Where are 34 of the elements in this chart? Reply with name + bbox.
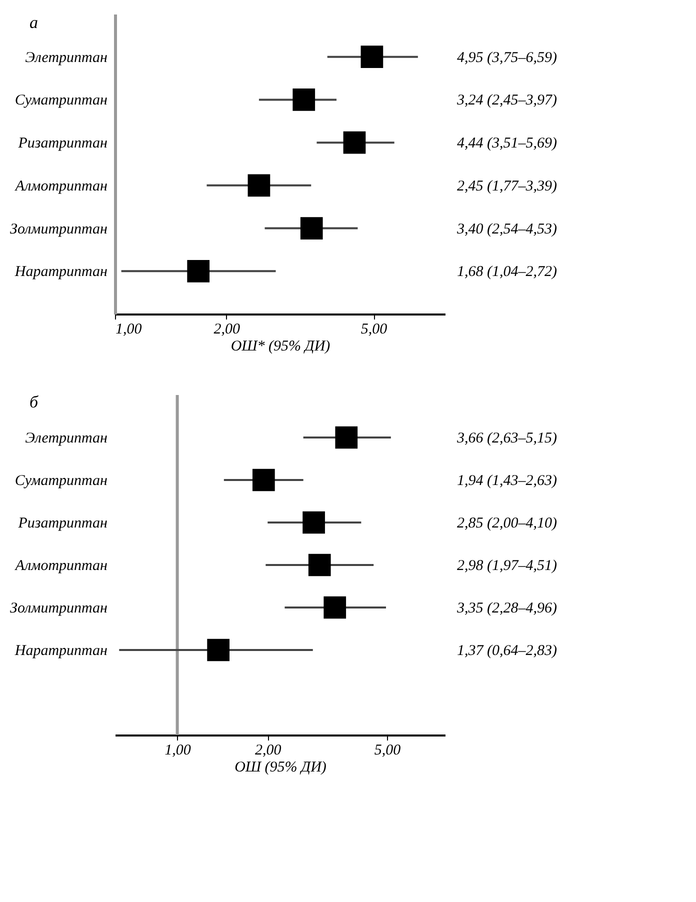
data-label: 1,94 (1,43–2,63) <box>457 473 557 489</box>
x-tick-label: 2,00 <box>255 742 282 758</box>
y-tick-label: Золмитриптан <box>10 221 108 238</box>
y-tick-label: Ризатриптан <box>17 516 108 532</box>
x-tick-label: 2,00 <box>214 322 240 338</box>
data-label: 3,66 (2,63–5,15) <box>456 430 557 446</box>
chart-title: б <box>30 392 39 412</box>
y-tick-label: Элетриптан <box>25 430 108 446</box>
data-label: 1,68 (1,04–2,72) <box>457 264 557 280</box>
x-tick-label: 1,00 <box>116 322 142 338</box>
x-tick-label: 5,00 <box>360 322 388 338</box>
y-tick-label: Наратриптан <box>14 643 108 659</box>
y-tick-label: Алмотриптан <box>14 558 108 574</box>
y-tick-label: Суматриптан <box>14 473 108 489</box>
y-tick-label: Алмотриптан <box>14 178 108 194</box>
x-axis-title: ОШ* (95% ДИ) <box>230 338 330 354</box>
x-tick-label: 5,00 <box>374 742 402 758</box>
data-label: 3,40 (2,54–4,53) <box>456 221 557 238</box>
y-tick-label: Наратриптан <box>14 264 108 280</box>
data-label: 2,85 (2,00–4,10) <box>457 516 557 532</box>
y-tick-label: Элетриптан <box>25 50 108 66</box>
data-label: 1,37 (0,64–2,83) <box>457 643 557 659</box>
data-label: 3,35 (2,28–4,96) <box>456 600 557 616</box>
data-label: 4,44 (3,51–5,69) <box>457 136 557 152</box>
data-label: 4,95 (3,75–6,59) <box>457 50 557 66</box>
chart-title: а <box>30 13 38 32</box>
y-tick-label: Золмитриптан <box>10 600 108 616</box>
y-tick-label: Суматриптан <box>14 92 108 109</box>
data-label: 2,98 (1,97–4,51) <box>457 558 557 574</box>
data-label: 2,45 (1,77–3,39) <box>457 178 557 194</box>
data-label: 3,24 (2,45–3,97) <box>456 92 557 109</box>
y-tick-label: Ризатриптан <box>17 136 108 152</box>
x-tick-label: 1,00 <box>164 742 192 758</box>
x-axis-title: ОШ (95% ДИ) <box>234 760 326 776</box>
